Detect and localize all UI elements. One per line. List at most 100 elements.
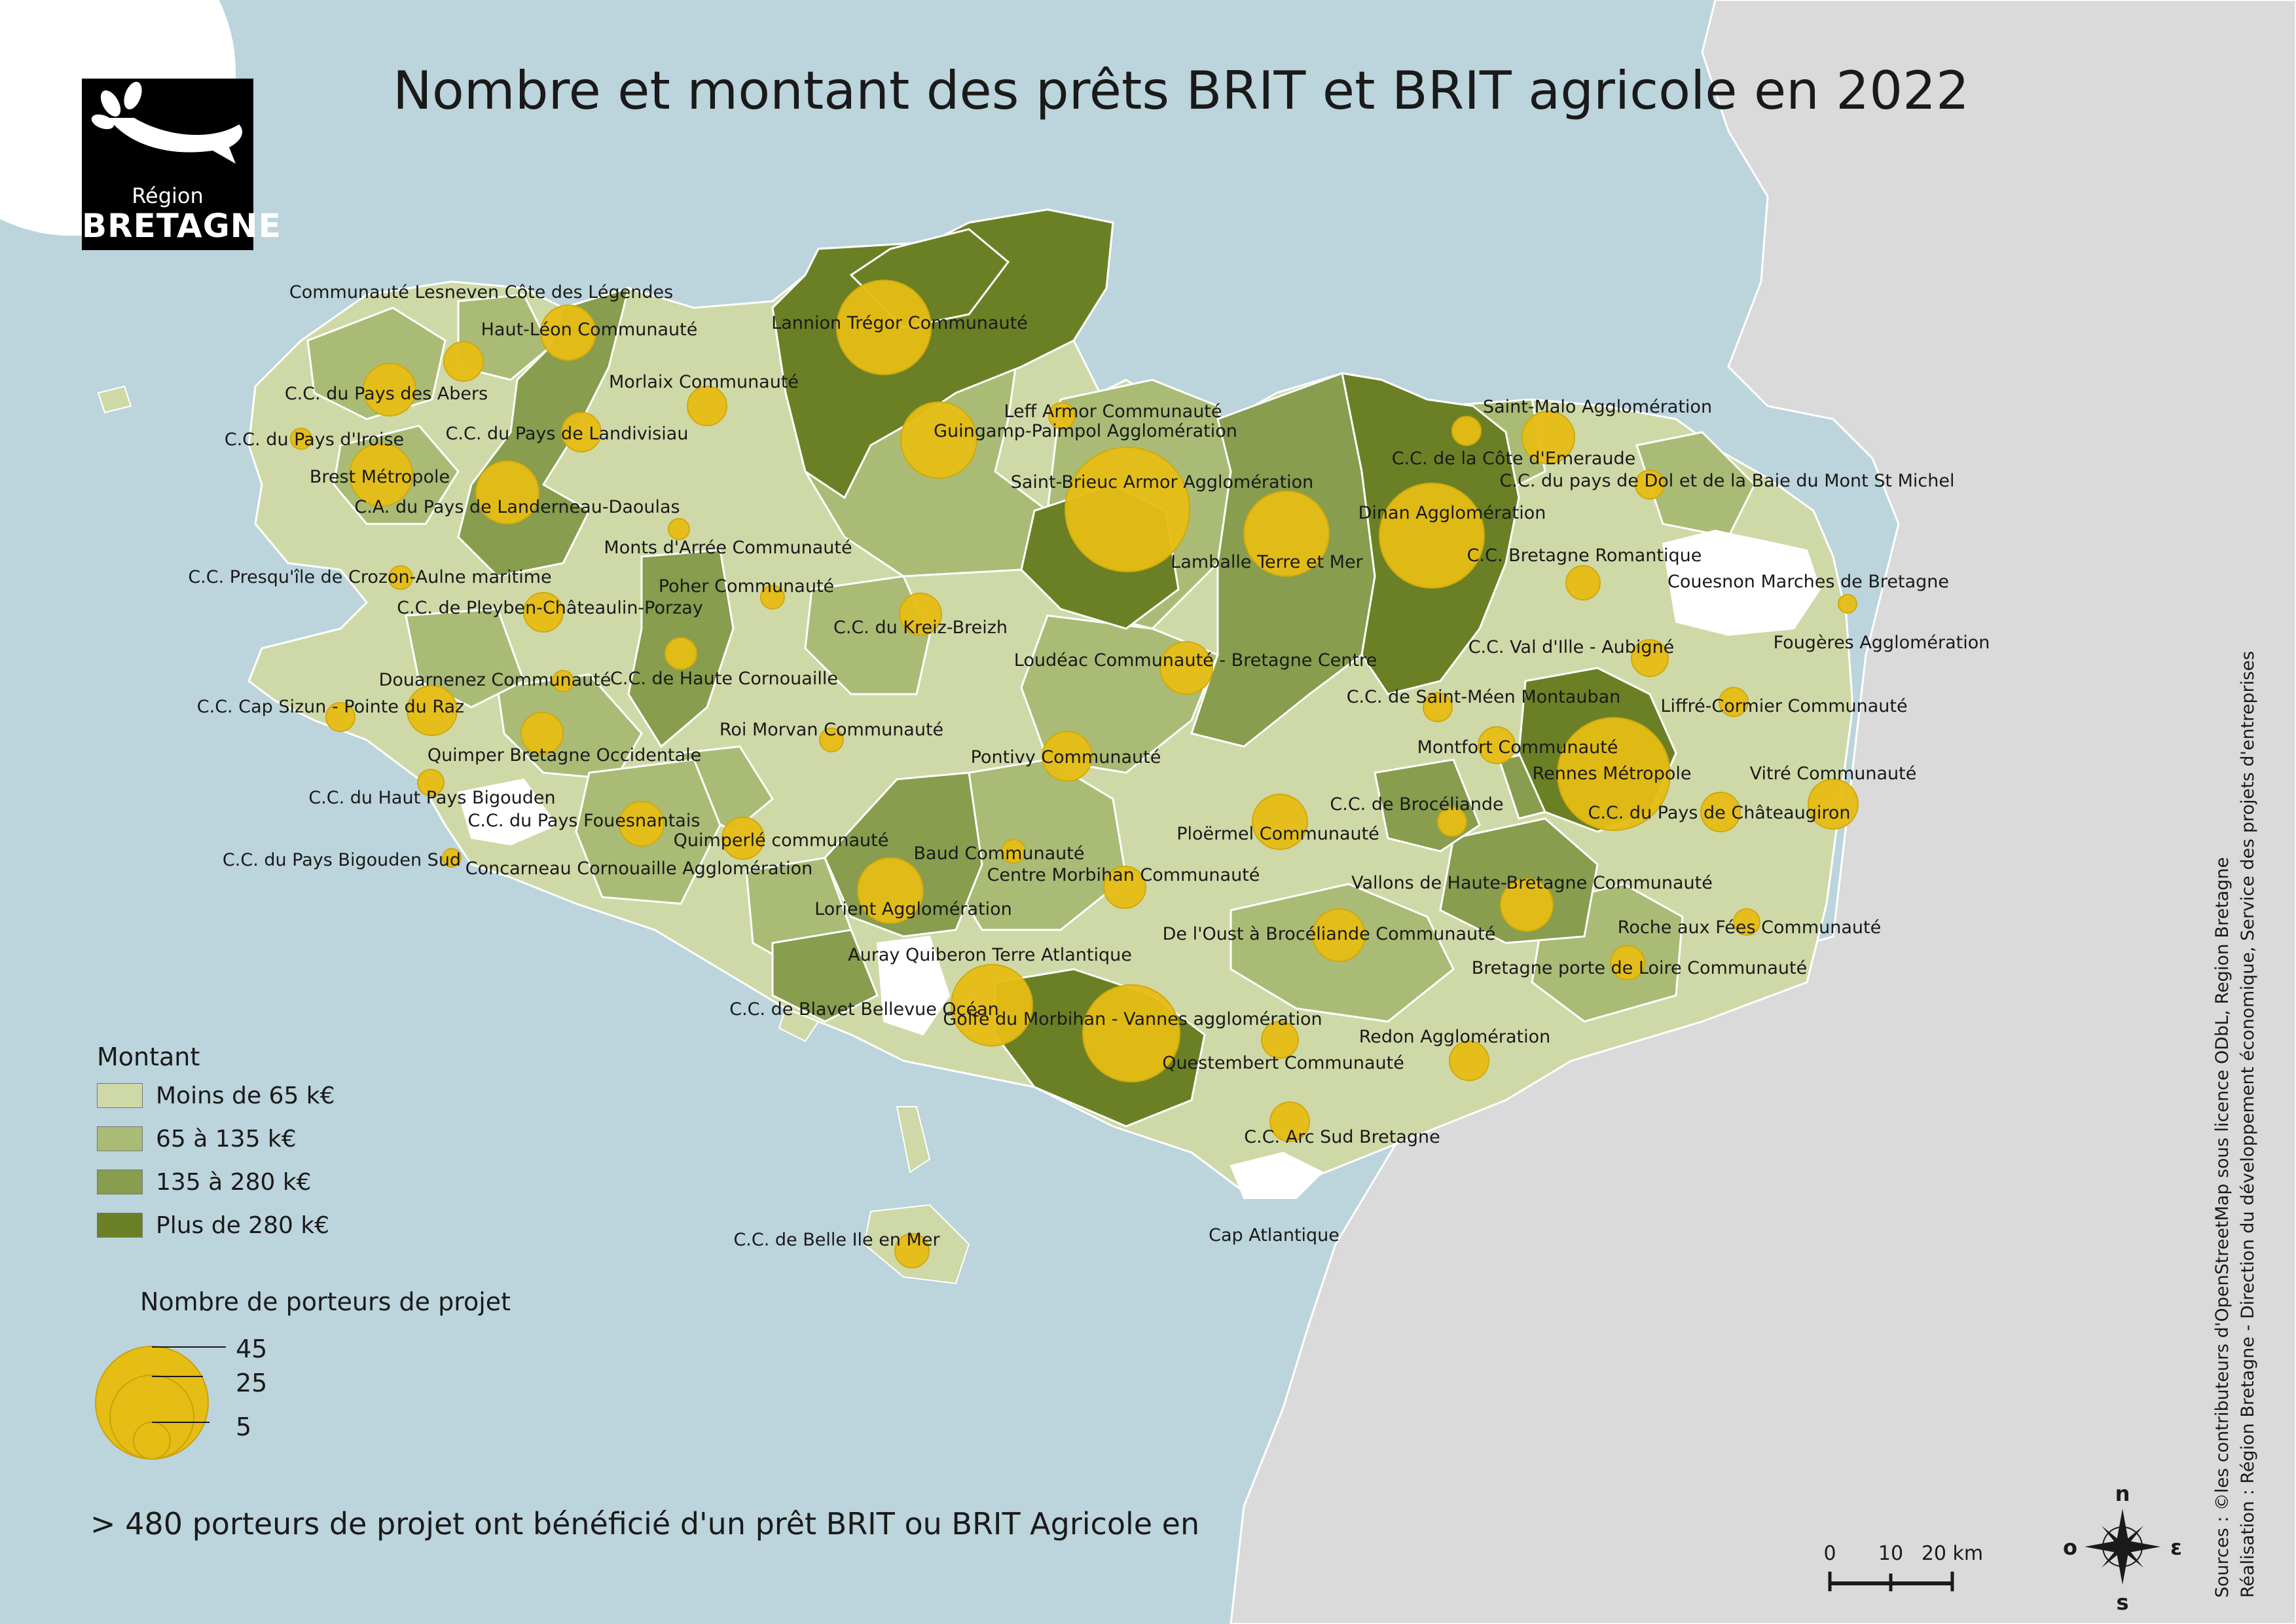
label-territory: Douarnenez Communauté (379, 670, 611, 690)
logo-region-text: Région (132, 183, 204, 208)
label-territory: C.C. du Pays de Landivisiau (446, 424, 689, 444)
label-territory: Centre Morbihan Communauté (987, 865, 1260, 885)
label-territory: Montfort Communauté (1417, 737, 1618, 758)
circle-pleyben (523, 592, 564, 633)
label-territory: Auray Quiberon Terre Atlantique (848, 945, 1132, 965)
circle-val-ille (1631, 639, 1669, 677)
legend-row: 65 à 135 k€ (97, 1125, 297, 1153)
compass-w: o (2063, 1535, 2077, 1560)
circle-quimper (520, 712, 564, 755)
label-territory: Lorient Agglomération (814, 899, 1012, 919)
circle-rennes (1557, 717, 1671, 831)
label-territory: Quimper Bretagne Occidentale (428, 745, 701, 766)
compass-rose-icon: n s ε o (2063, 1481, 2182, 1615)
circle-centre-morbihan (1103, 866, 1146, 909)
legend-amount-title: Montant (97, 1043, 200, 1071)
label-territory: Brest Métropole (310, 467, 450, 487)
circle-fouesnant (619, 801, 665, 847)
circle-roche-fees (1733, 908, 1760, 936)
circle-vannes (1082, 984, 1180, 1082)
label-territory: Rennes Métropole (1533, 764, 1692, 784)
circle-couesnon (1838, 594, 1857, 614)
circle-lesneven (443, 341, 484, 382)
label-territory: C.C. de Blavet Bellevue Océan (729, 999, 999, 1020)
territory-labels: Communauté Lesneven Côte des Légendes Ha… (188, 282, 1990, 1250)
legend-swatch (97, 1213, 143, 1238)
label-territory: C.C. du Pays d'Iroise (225, 430, 404, 450)
legend-count-45: 45 (236, 1335, 267, 1363)
compass-s: s (2116, 1590, 2128, 1615)
legend-label: Moins de 65 k€ (156, 1082, 335, 1109)
circle-landivisiau (561, 412, 602, 452)
circle-pointe-raz (407, 685, 458, 736)
circle-loudeac (1159, 641, 1213, 695)
circle-romantique (1565, 565, 1601, 600)
circle-ploermel (1252, 794, 1308, 850)
legend-label: 65 à 135 k€ (156, 1125, 297, 1153)
label-territory: C.C. du Pays de Châteaugiron (1588, 803, 1850, 823)
legend-swatch (97, 1170, 143, 1194)
label-territory: Baud Communauté (914, 843, 1085, 864)
label-territory: C.C. de Haute Cornouaille (610, 669, 838, 689)
label-territory: C.C. Presqu'île de Crozon-Aulne maritime (188, 567, 551, 587)
label-territory: C.C. du Haut Pays Bigouden (308, 788, 555, 808)
circle-dinan (1379, 483, 1485, 589)
circle-belle-ile (894, 1233, 930, 1268)
circle-crozon (388, 565, 413, 590)
label-territory: C.C. de Brocéliande (1330, 794, 1503, 815)
circle-morlaix (687, 386, 727, 426)
footer-note: > 480 porteurs de projet ont bénéficié d… (90, 1506, 1200, 1541)
circle-landerneau (475, 460, 539, 525)
label-territory: Ploërmel Communauté (1176, 824, 1379, 844)
circle-brest (349, 443, 413, 507)
label-territory: Poher Communauté (659, 576, 834, 597)
circle-broceliande (1437, 807, 1467, 837)
no-data-zones (457, 529, 1821, 1199)
label-territory: Liffré-Cormier Communauté (1660, 696, 1907, 716)
legend-label: Plus de 280 k€ (156, 1211, 330, 1239)
label-territory: Pontivy Communauté (971, 747, 1161, 767)
circle-liffre (1719, 687, 1749, 717)
label-territory: C.C. Val d'Ille - Aubigné (1468, 637, 1675, 657)
circle-vitre (1808, 779, 1859, 830)
legend-count-5: 5 (236, 1412, 251, 1441)
label-territory: Bretagne porte de Loire Communauté (1472, 958, 1807, 978)
count-legend-circles: 45 25 5 (95, 1335, 267, 1460)
label-territory: Roi Morvan Communauté (720, 720, 943, 740)
label-territory: Golfe du Morbihan - Vannes agglomération (943, 1009, 1322, 1029)
circle-lamballe (1243, 490, 1330, 577)
legend-row: Plus de 280 k€ (97, 1211, 329, 1239)
legend-count-25: 25 (236, 1369, 267, 1397)
label-territory: Lannion Trégor Communauté (771, 313, 1028, 333)
label-territory: Lamballe Terre et Mer (1171, 552, 1363, 572)
logo-bretagne-text: BRETAGNE (82, 207, 282, 245)
compass-n: n (2115, 1481, 2130, 1506)
label-territory: Questembert Communauté (1162, 1053, 1404, 1073)
legend-row: Moins de 65 k€ (97, 1082, 335, 1109)
label-territory: C.C. Bretagne Romantique (1467, 545, 1702, 566)
circle-kreiz (899, 593, 942, 636)
legend-swatch (97, 1083, 143, 1108)
label-territory: C.C. de la Côte d'Emeraude (1392, 449, 1636, 469)
label-territory: C.C. du Pays Bigouden Sud (223, 850, 461, 870)
circle-dol (1635, 470, 1665, 500)
circle-guingamp (900, 401, 977, 479)
label-territory: Vitré Communauté (1750, 764, 1917, 784)
label-territory: Dinan Agglomération (1358, 503, 1546, 523)
circle-chateaugiron (1700, 792, 1741, 832)
circle-porte-loire (1610, 945, 1645, 980)
label-territory: Saint-Brieuc Armor Agglomération (1011, 472, 1314, 492)
circle-quimperle (721, 817, 765, 860)
label-territory: Haut-Léon Communauté (481, 320, 698, 340)
circle-baud (1001, 839, 1026, 864)
legend-row: 135 à 280 k€ (97, 1168, 312, 1196)
scale-label-20: 20 km (1922, 1542, 1983, 1565)
label-territory: C.C. de Saint-Méen Montauban (1347, 687, 1621, 707)
legend-label: 135 à 280 k€ (156, 1168, 312, 1196)
scale-bar: 0 10 20 km (1823, 1542, 1983, 1591)
region-bretagne-logo: Région BRETAGNE (82, 79, 282, 250)
scale-label-0: 0 (1823, 1542, 1836, 1565)
circle-redon (1449, 1041, 1489, 1081)
circle-auray (951, 964, 1033, 1046)
